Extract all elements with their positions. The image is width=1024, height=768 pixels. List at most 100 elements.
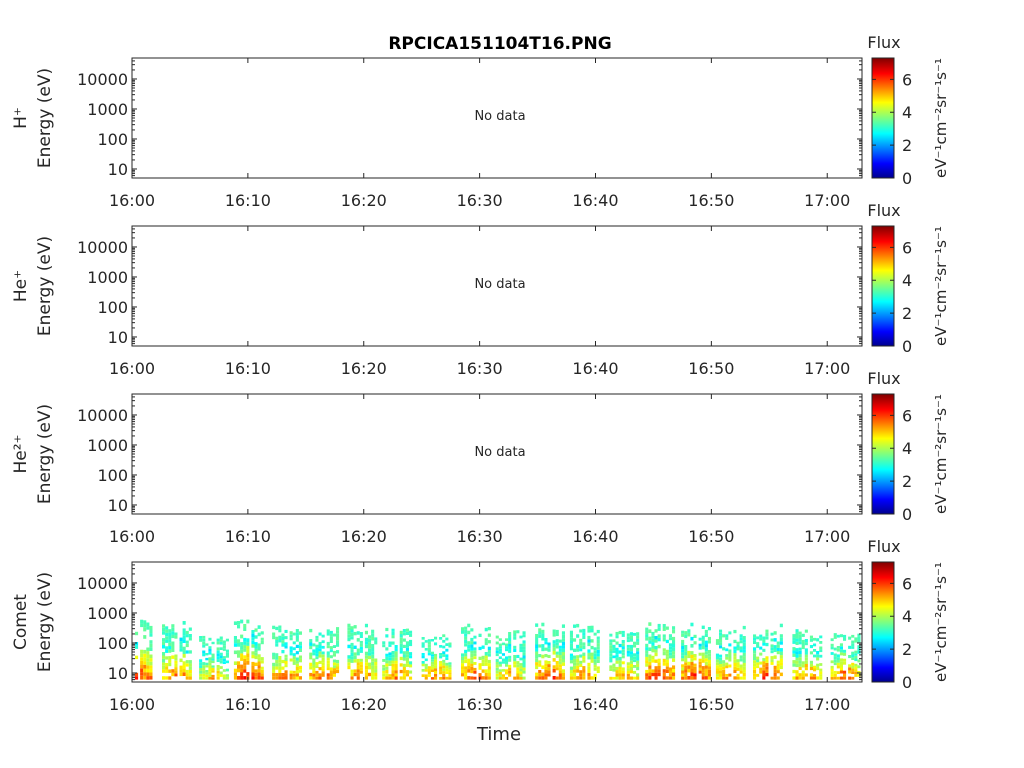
flux-cell (715, 656, 719, 660)
flux-cell (211, 670, 215, 673)
flux-cell (736, 665, 740, 668)
flux-cell (662, 658, 666, 663)
flux-cell (654, 659, 658, 663)
flux-cell (439, 645, 443, 648)
flux-cell (359, 658, 363, 662)
flux-cell (409, 643, 413, 647)
flux-cell (851, 646, 855, 649)
flux-cell (309, 628, 313, 633)
flux-cell (561, 676, 565, 680)
flux-cell (484, 638, 488, 642)
flux-cell (427, 639, 431, 642)
flux-cell (756, 662, 760, 666)
flux-cell (275, 636, 279, 640)
flux-cell (219, 655, 223, 659)
y-tick-label: 1000 (87, 436, 128, 455)
flux-cell (633, 653, 637, 657)
flux-cell (609, 642, 613, 646)
flux-cell (609, 645, 613, 649)
flux-cell (402, 629, 406, 633)
flux-cell (473, 653, 477, 657)
flux-cell (728, 655, 732, 659)
flux-cell (665, 669, 669, 673)
flux-cell (633, 665, 637, 668)
flux-cell (399, 663, 403, 667)
colorbar-unit-label: eV⁻¹cm⁻²sr⁻¹s⁻¹ (932, 394, 950, 514)
flux-cell (185, 673, 189, 677)
flux-cell (298, 665, 302, 670)
flux-cell (278, 672, 282, 677)
flux-cell (353, 672, 357, 677)
flux-cell (615, 641, 619, 645)
flux-cell (535, 648, 539, 652)
flux-cell (576, 623, 580, 628)
flux-cell (739, 670, 743, 674)
x-tick-label: 17:00 (804, 527, 850, 546)
flux-cell (596, 656, 600, 660)
flux-cell (857, 636, 861, 640)
flux-cell (284, 642, 288, 646)
flux-cell (587, 649, 591, 653)
flux-cell (558, 645, 562, 649)
flux-cell (326, 660, 330, 664)
flux-cell (651, 642, 655, 646)
flux-cell (445, 657, 449, 660)
flux-cell (202, 653, 206, 657)
flux-cell (326, 663, 330, 667)
flux-cell (205, 672, 209, 675)
flux-cell (421, 655, 425, 659)
flux-cell (149, 625, 153, 630)
flux-cell (278, 666, 282, 670)
colorbar-tick-label: 4 (902, 439, 912, 458)
flux-cell (833, 673, 837, 677)
flux-cell (753, 637, 757, 641)
flux-cell (792, 640, 796, 644)
flux-cell (246, 672, 250, 676)
flux-cell (470, 641, 474, 645)
flux-cell (519, 676, 523, 680)
flux-cell (298, 655, 302, 659)
flux-cell (558, 676, 562, 680)
flux-cell (484, 669, 488, 673)
flux-cell (618, 676, 622, 680)
flux-cell (538, 634, 542, 638)
flux-cell (295, 667, 299, 671)
flux-cell (836, 634, 840, 638)
flux-cell (538, 654, 542, 658)
flux-cell (645, 660, 649, 664)
flux-cell (388, 641, 392, 645)
flux-cell (202, 638, 206, 642)
flux-cell (795, 676, 799, 680)
flux-cell (246, 649, 250, 654)
flux-cell (464, 656, 468, 660)
colorbar-unit-label: eV⁻¹cm⁻²sr⁻¹s⁻¹ (932, 562, 950, 682)
flux-cell (281, 659, 285, 664)
flux-cell (149, 668, 153, 673)
flux-cell (445, 662, 449, 666)
flux-cell (561, 672, 565, 677)
flux-cell (851, 665, 855, 669)
flux-cell (332, 645, 336, 648)
flux-cell (478, 633, 482, 637)
flux-cell (590, 625, 594, 630)
flux-cell (312, 664, 316, 668)
flux-cell (442, 659, 446, 663)
flux-cell (487, 650, 491, 654)
flux-cell (162, 665, 166, 670)
flux-cell (205, 677, 209, 680)
flux-cell (478, 646, 482, 651)
flux-cell (739, 634, 743, 638)
flux-cell (576, 665, 580, 670)
flux-cell (819, 671, 823, 675)
flux-cell (687, 629, 691, 633)
flux-cell (473, 641, 477, 645)
flux-cell (467, 630, 471, 635)
flux-cell (626, 662, 630, 666)
flux-cell (427, 666, 431, 669)
flux-cell (199, 673, 203, 677)
flux-cell (654, 676, 658, 680)
flux-cell (728, 658, 732, 662)
flux-cell (336, 633, 340, 637)
flux-cell (547, 661, 551, 665)
